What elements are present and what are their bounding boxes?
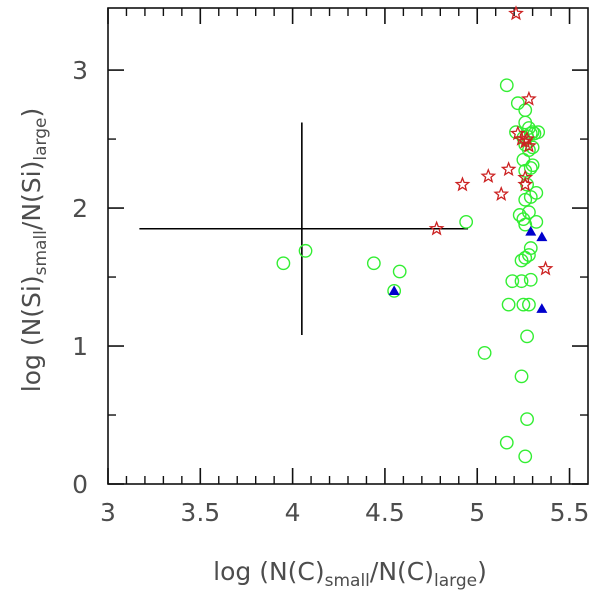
data-point-circle xyxy=(459,214,474,229)
data-point-circle xyxy=(531,125,546,140)
y-tick-label: 3 xyxy=(72,56,88,85)
data-point-circle xyxy=(522,143,536,158)
data-point-star xyxy=(454,176,471,192)
data-point-circle xyxy=(514,369,529,384)
data-point-circle xyxy=(514,274,529,289)
error-bar xyxy=(139,122,468,335)
data-point-star xyxy=(521,90,537,106)
data-point-circle xyxy=(298,243,313,258)
data-point-star xyxy=(428,220,445,236)
plot-area: 3 3.5 4 4.5 5 5.5 0 1 2 3 xyxy=(72,7,590,527)
data-point-circle xyxy=(516,152,531,167)
data-point-circle xyxy=(518,103,533,117)
y-tick-label: 0 xyxy=(72,470,88,499)
data-point-circle xyxy=(516,297,531,312)
x-tick-label: 3 xyxy=(100,498,116,527)
x-tick-label: 3.5 xyxy=(180,498,220,527)
series-stars xyxy=(428,5,554,276)
x-axis-label: log (N(C)small/N(C)large) xyxy=(213,557,487,591)
data-point-circle xyxy=(510,96,525,111)
data-point-circle xyxy=(520,412,534,427)
y-tick-label: 1 xyxy=(72,332,88,361)
data-point-triangle xyxy=(388,285,400,295)
x-tick-label: 5.5 xyxy=(550,498,590,527)
plot-border xyxy=(107,7,589,485)
data-point-circle xyxy=(392,264,407,279)
data-point-circle xyxy=(522,248,536,262)
data-point-star xyxy=(480,168,497,184)
data-point-circle xyxy=(477,346,492,360)
data-point-circle xyxy=(518,449,533,464)
data-point-circle xyxy=(501,297,516,312)
data-point-star xyxy=(500,161,517,177)
data-point-triangle xyxy=(525,226,537,236)
data-point-circle xyxy=(529,185,544,200)
data-point-circle xyxy=(522,297,536,312)
data-point-circle xyxy=(522,205,536,220)
data-point-triangle xyxy=(536,231,548,242)
data-point-triangle xyxy=(536,303,548,313)
data-point-star xyxy=(519,130,535,146)
data-point-circle xyxy=(505,274,520,289)
data-point-circle xyxy=(499,78,514,93)
data-point-circle xyxy=(523,241,538,255)
data-point-circle xyxy=(366,256,381,271)
y-tick-label: 2 xyxy=(72,194,88,223)
series-circles xyxy=(276,78,546,464)
data-point-circle xyxy=(523,161,538,175)
data-point-circle xyxy=(387,283,402,298)
data-series xyxy=(276,5,554,464)
data-point-star xyxy=(517,176,534,192)
data-point-star xyxy=(521,137,537,153)
series-triangles xyxy=(388,226,548,313)
x-tick-label: 4 xyxy=(285,498,301,527)
data-point-circle xyxy=(523,272,538,287)
data-point-circle xyxy=(529,214,544,229)
data-point-circle xyxy=(525,158,540,173)
data-point-circle xyxy=(499,435,514,450)
x-tick-label: 5 xyxy=(469,498,485,527)
data-point-star xyxy=(493,185,510,201)
x-tick-label: 4.5 xyxy=(365,498,405,527)
data-point-circle xyxy=(518,250,533,265)
y-axis-label: log (N(Si)small/N(Si)large) xyxy=(17,108,51,392)
data-point-star xyxy=(508,5,524,21)
data-point-star xyxy=(537,260,554,276)
data-point-star xyxy=(517,169,534,185)
data-point-circle xyxy=(276,256,291,271)
data-point-circle xyxy=(520,329,534,344)
